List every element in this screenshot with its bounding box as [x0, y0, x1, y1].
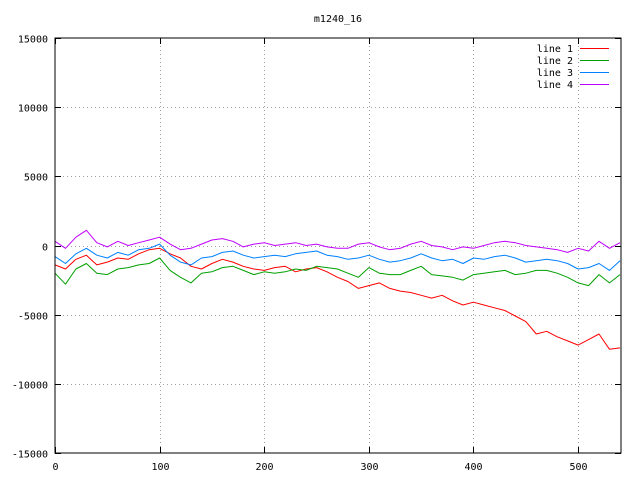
y-tick-label: 15000 [18, 35, 48, 46]
grid [55, 38, 621, 453]
y-tick-label: 10000 [18, 104, 48, 115]
legend-label-2: line 2 [537, 56, 573, 67]
x-tick-label: 100 [151, 462, 169, 473]
y-tick-label: -15000 [12, 450, 48, 461]
x-tick-label: 0 [52, 462, 58, 473]
x-tick-label: 400 [464, 462, 482, 473]
y-tick-label: -10000 [12, 381, 48, 392]
y-tick-label: 5000 [24, 173, 48, 184]
legend-label-1: line 1 [537, 44, 573, 55]
series-line-2 [54, 257, 621, 287]
plot-frame [54, 37, 622, 454]
chart-title: m1240_16 [314, 14, 362, 25]
x-tick-label: 500 [569, 462, 587, 473]
legend-label-3: line 3 [537, 68, 573, 79]
series-line-1 [54, 247, 621, 350]
x-tick-label: 200 [255, 462, 273, 473]
legend-label-4: line 4 [537, 80, 573, 91]
series-line-4 [54, 229, 621, 253]
x-tick-label: 300 [360, 462, 378, 473]
series-line-3 [54, 243, 621, 271]
y-tick-label: 0 [42, 243, 48, 254]
series-group [54, 229, 621, 350]
axis-ticks: 0 100 200 300 400 500 -15000 -10000 -5000 0 5000 10… [12, 35, 621, 473]
y-tick-label: -5000 [18, 312, 48, 323]
